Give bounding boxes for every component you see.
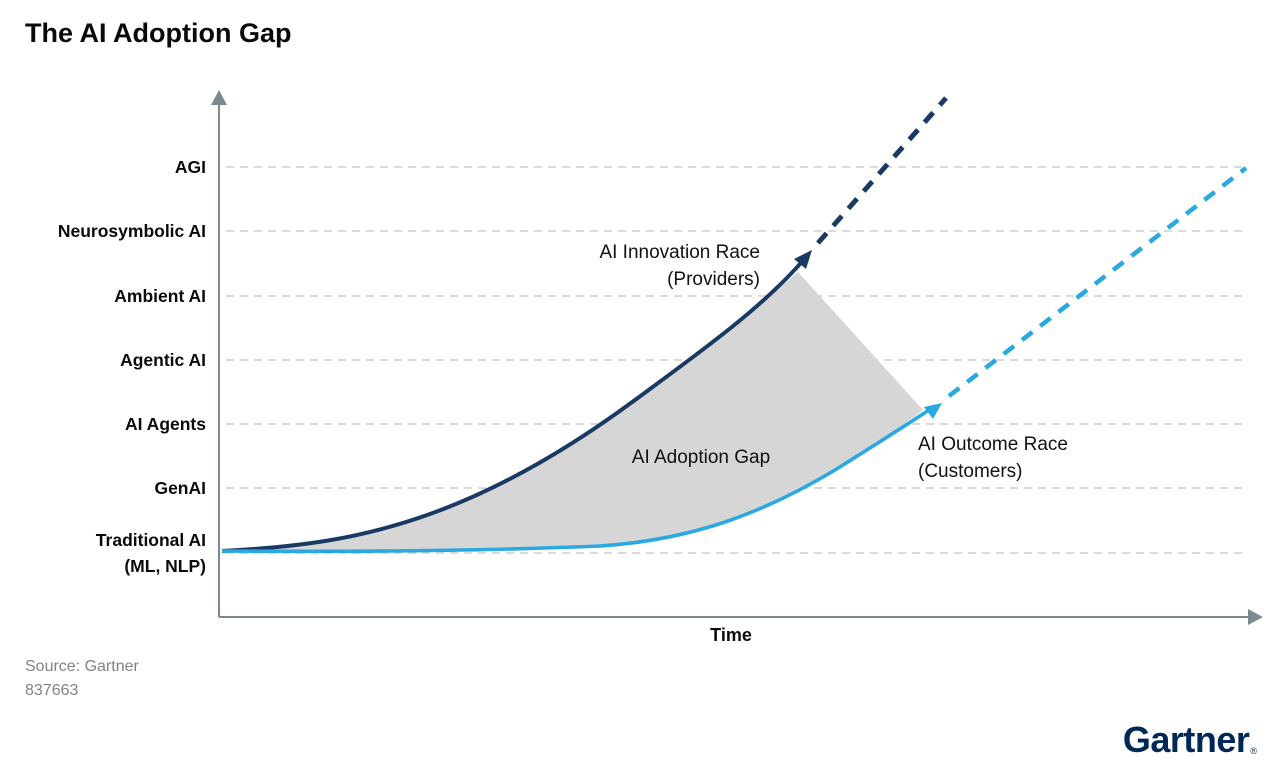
- x-axis-arrow-icon: [1248, 609, 1263, 625]
- source-line: Source: Gartner: [25, 658, 139, 675]
- gartner-logo-text: Gartner: [1122, 719, 1250, 760]
- axes: [218, 102, 1250, 618]
- y-axis-label-genai: GenAI: [154, 478, 206, 498]
- y-axis-arrow-icon: [211, 90, 227, 105]
- provider-curve-label: AI Innovation Race (Providers): [599, 242, 760, 290]
- provider-curve-solid: [221, 255, 808, 553]
- customer-curve-dashed: [947, 166, 1248, 398]
- gartner-logo: Gartner®: [1122, 719, 1257, 761]
- adoption-gap-area: [222, 272, 923, 552]
- customer-curve-solid: [221, 406, 933, 554]
- provider-curve-dashed: [816, 96, 948, 245]
- y-axis-label-agentic: Agentic AI: [120, 350, 206, 370]
- registered-trademark-icon: ®: [1250, 746, 1257, 756]
- x-axis-label: Time: [710, 625, 752, 645]
- source-note: Source: Gartner 837663: [25, 655, 139, 703]
- adoption-gap-label: AI Adoption Gap: [631, 447, 771, 468]
- y-axis-label-neurosymbolic: Neurosymbolic AI: [57, 221, 206, 241]
- y-axis-label-ambient: Ambient AI: [114, 286, 206, 306]
- y-axis-label-ai-agents: AI Agents: [124, 414, 206, 434]
- y-axis-label-agi: AGI: [174, 157, 206, 177]
- provider-arrowhead-icon: [794, 250, 812, 269]
- y-axis-label-traditional: Traditional AI (ML, NLP): [95, 530, 206, 576]
- customer-arrowhead-icon: [924, 403, 942, 419]
- customer-curve-label: AI Outcome Race (Customers): [918, 434, 1068, 482]
- source-id: 837663: [25, 682, 79, 699]
- chart-title: The AI Adoption Gap: [25, 18, 292, 48]
